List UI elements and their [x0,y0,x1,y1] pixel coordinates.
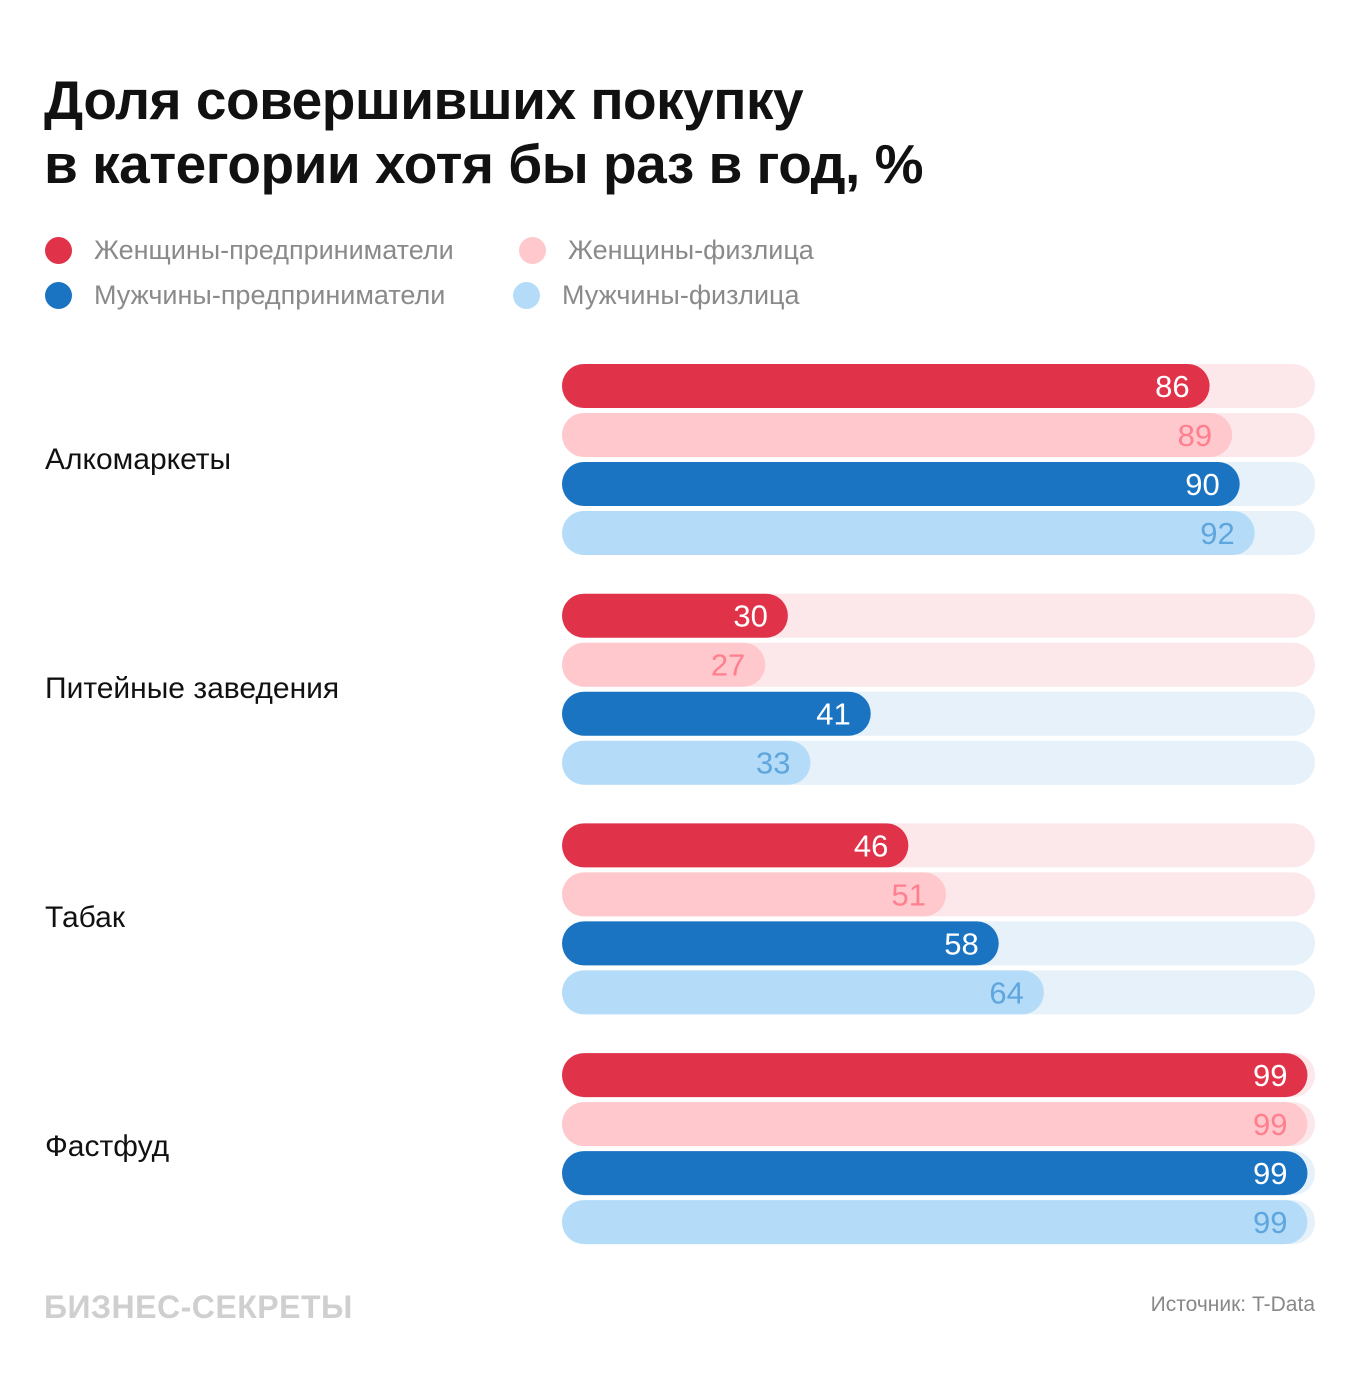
bar [562,364,1210,408]
title-line-2: в категории хотя бы раз в год, % [44,133,924,195]
bar [562,1053,1308,1098]
category-label: Табак [45,901,125,934]
legend-swatch [513,282,540,309]
legend-item-men-individuals: Мужчины-физлица [513,280,800,311]
bar [562,462,1240,506]
bar [562,593,788,638]
data-label: 86 [1155,369,1189,404]
data-label: 27 [711,648,745,683]
data-label: 58 [944,926,978,961]
category-label: Питейные заведения [45,672,340,705]
bar [562,413,1233,457]
data-label: 99 [1253,1205,1287,1240]
data-label: 99 [1253,1156,1287,1191]
legend-label: Мужчины-физлица [562,280,800,310]
chart-title: Доля совершивших покупку в категории хот… [44,68,924,196]
legend-item-men-entrepreneurs: Мужчины-предприниматели [45,280,445,311]
bar [562,691,871,736]
bar [562,740,811,785]
category-label: Фастфуд [45,1130,170,1163]
legend-swatch [45,237,72,264]
data-label: 33 [756,746,790,781]
bar [562,872,947,917]
bar [562,511,1255,555]
legend-item-women-individuals: Женщины-физлица [519,235,814,266]
legend-label: Женщины-физлица [568,235,814,265]
data-label: 64 [989,975,1023,1010]
data-label: 51 [892,877,926,912]
bar [562,1151,1308,1196]
bar [562,642,766,687]
bar [562,921,999,966]
category-label: Алкомаркеты [45,443,232,476]
data-label: 92 [1200,516,1234,551]
data-label: 30 [733,599,767,634]
brand-logo: БИЗНЕС-СЕКРЕТЫ [44,1289,353,1325]
source-note: Источник: T-Data [1150,1293,1315,1316]
legend-swatch [45,282,72,309]
data-label: 99 [1253,1107,1287,1142]
bar [562,823,909,868]
data-label: 41 [816,697,850,732]
data-label: 46 [854,828,888,863]
legend-swatch [519,237,546,264]
data-label: 99 [1253,1058,1287,1093]
bar [562,970,1044,1015]
legend-item-women-entrepreneurs: Женщины-предприниматели [45,235,454,266]
bar [562,1200,1308,1245]
bar [562,1102,1308,1147]
legend-label: Мужчины-предприниматели [94,280,446,310]
title-line-1: Доля совершивших покупку [44,69,804,131]
data-label: 89 [1178,418,1212,453]
legend-label: Женщины-предприниматели [94,235,454,265]
data-label: 90 [1185,467,1219,502]
